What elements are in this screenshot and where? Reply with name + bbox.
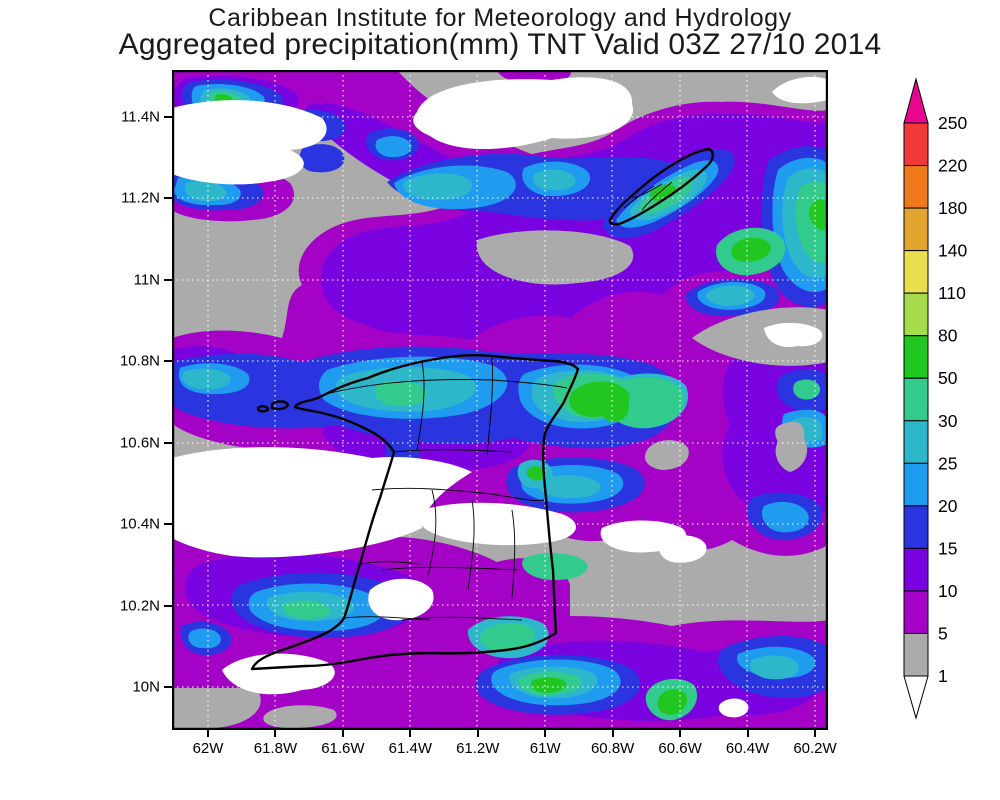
colorbar-label: 180 bbox=[938, 198, 967, 218]
lat-tick-mark bbox=[164, 278, 172, 281]
colorbar-label: 110 bbox=[938, 283, 966, 303]
colorbar-label: 30 bbox=[938, 411, 958, 431]
lon-tick-label: 60.6W bbox=[658, 740, 702, 757]
colorbar-segment bbox=[903, 292, 929, 337]
colorbar-segment bbox=[903, 207, 929, 252]
lat-tick-mark bbox=[164, 360, 172, 363]
grid-lines bbox=[172, 70, 828, 730]
lat-tick-label: 10.8N bbox=[119, 352, 160, 370]
lat-tick-mark bbox=[164, 441, 172, 444]
lon-tick-label: 61.2W bbox=[456, 740, 500, 757]
lon-tick-label: 60.4W bbox=[725, 740, 770, 757]
trinidad-outline bbox=[250, 354, 580, 671]
colorbar-over-arrow bbox=[903, 77, 929, 124]
lon-tick-label: 62W bbox=[192, 740, 224, 757]
island-internal-boundaries bbox=[321, 181, 673, 621]
colorbar-label: 220 bbox=[938, 156, 967, 176]
lon-tick-mark bbox=[814, 730, 816, 737]
lon-tick-mark bbox=[274, 730, 277, 737]
colorbar-label: 250 bbox=[938, 113, 967, 133]
institute-title: Caribbean Institute for Meteorology and … bbox=[208, 4, 792, 32]
lon-tick-mark bbox=[207, 730, 209, 737]
precipitation-map bbox=[172, 70, 828, 730]
colorbar-under-arrow bbox=[903, 675, 929, 720]
colorbar-segment bbox=[903, 420, 929, 464]
product-title: Aggregated precipitation(mm) TNT Valid 0… bbox=[118, 28, 882, 61]
contour-white-layer bbox=[172, 76, 828, 718]
lat-tick-label: 10.4N bbox=[119, 515, 160, 533]
contour-50mm-layer bbox=[214, 94, 828, 715]
colorbar-label: 50 bbox=[938, 368, 958, 388]
colorbar-label: 10 bbox=[938, 581, 958, 601]
lon-tick-label: 60.8W bbox=[590, 740, 635, 757]
lon-tick-mark bbox=[544, 730, 547, 737]
lon-tick-mark bbox=[476, 730, 479, 737]
lon-tick-mark bbox=[679, 730, 682, 737]
colorbar-label: 20 bbox=[938, 496, 958, 516]
lat-tick-label: 10N bbox=[132, 678, 160, 696]
lat-tick-mark bbox=[164, 197, 172, 200]
lat-tick-mark bbox=[164, 686, 172, 688]
lon-tick-mark bbox=[611, 730, 614, 737]
colorbar-label: 1 bbox=[938, 666, 948, 686]
lat-tick-mark bbox=[164, 604, 172, 607]
colorbar-label: 5 bbox=[938, 623, 948, 643]
lat-tick-label: 11.4N bbox=[121, 108, 160, 126]
colorbar-segment bbox=[903, 122, 929, 167]
colorbar-segment bbox=[903, 547, 929, 592]
lon-tick-label: 60.2W bbox=[793, 740, 837, 757]
colorbar-segment bbox=[903, 165, 929, 209]
colorbar-segment bbox=[903, 590, 929, 634]
colorbar-segment bbox=[903, 462, 929, 507]
colorbar-label: 140 bbox=[938, 241, 967, 261]
lat-tick-mark bbox=[164, 116, 172, 118]
lon-tick-label: 61.6W bbox=[321, 740, 365, 757]
lon-tick-mark bbox=[409, 730, 412, 737]
lon-tick-mark bbox=[341, 730, 344, 737]
lon-tick-mark bbox=[746, 730, 749, 737]
lat-tick-label: 10.2N bbox=[119, 597, 160, 615]
lat-tick-mark bbox=[164, 523, 172, 526]
lon-tick-label: 61W bbox=[529, 740, 561, 757]
lon-tick-label: 61.8W bbox=[253, 740, 298, 757]
colorbar-segment bbox=[903, 335, 929, 379]
colorbar-segment bbox=[903, 250, 929, 294]
colorbar-label: 80 bbox=[938, 326, 958, 346]
plot-border bbox=[172, 70, 828, 730]
lon-tick-label: 61.4W bbox=[388, 740, 432, 757]
colorbar-label: 25 bbox=[938, 453, 957, 473]
lat-tick-label: 11N bbox=[133, 271, 160, 289]
colorbar-label: 15 bbox=[938, 538, 957, 558]
lat-tick-label: 11.2N bbox=[121, 189, 160, 207]
gray-intrusions bbox=[172, 230, 828, 730]
colorbar-segment bbox=[903, 632, 929, 677]
colorbar-segment bbox=[903, 505, 929, 549]
colorbar-segment bbox=[903, 377, 929, 422]
tobago-outline bbox=[608, 147, 714, 226]
lat-tick-label: 10.6N bbox=[119, 434, 160, 452]
